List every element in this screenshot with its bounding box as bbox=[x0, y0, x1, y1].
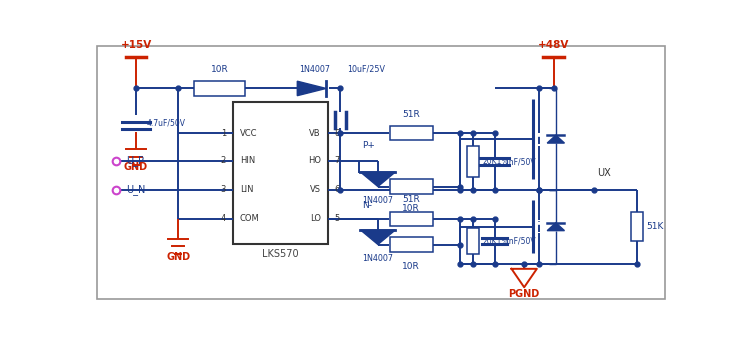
Bar bbox=[390, 212, 433, 226]
Text: 4: 4 bbox=[221, 214, 226, 223]
Bar bbox=[390, 237, 433, 252]
Text: 51R: 51R bbox=[403, 195, 421, 204]
Text: 6: 6 bbox=[334, 185, 340, 194]
Text: COM: COM bbox=[240, 214, 259, 223]
Text: HIN: HIN bbox=[240, 156, 255, 166]
Text: LKS570: LKS570 bbox=[262, 249, 299, 259]
Text: 8: 8 bbox=[334, 129, 340, 138]
Text: HO: HO bbox=[308, 156, 321, 166]
Text: 10R: 10R bbox=[403, 262, 421, 271]
Text: 2: 2 bbox=[221, 156, 226, 166]
Bar bbox=[390, 126, 433, 141]
Text: 10uF/25V: 10uF/25V bbox=[348, 65, 386, 74]
Text: LO: LO bbox=[310, 214, 321, 223]
Text: LIN: LIN bbox=[240, 185, 253, 194]
Text: 1: 1 bbox=[221, 129, 226, 138]
Text: 1N4007: 1N4007 bbox=[363, 254, 393, 263]
Bar bbox=[631, 212, 643, 241]
Text: GND: GND bbox=[166, 252, 190, 262]
Bar bbox=[467, 146, 479, 177]
Text: 1nF/50V: 1nF/50V bbox=[504, 157, 536, 166]
Polygon shape bbox=[547, 223, 565, 231]
Text: 1nF/50V: 1nF/50V bbox=[504, 237, 536, 246]
Text: +15V: +15V bbox=[120, 40, 152, 50]
Text: P+: P+ bbox=[363, 141, 375, 150]
Text: 4.7uF/50V: 4.7uF/50V bbox=[146, 118, 186, 127]
Text: N-: N- bbox=[363, 200, 372, 210]
Text: 7: 7 bbox=[334, 156, 340, 166]
Text: U_P: U_P bbox=[126, 155, 143, 166]
Text: 1N4007: 1N4007 bbox=[363, 196, 393, 206]
Text: 20K1%: 20K1% bbox=[482, 237, 509, 246]
Text: GND: GND bbox=[124, 162, 148, 172]
Text: UX: UX bbox=[597, 168, 611, 178]
Bar bbox=[390, 180, 433, 194]
Text: 51K: 51K bbox=[646, 222, 663, 231]
Text: 51R: 51R bbox=[403, 110, 421, 119]
Bar bbox=[467, 228, 479, 254]
Polygon shape bbox=[547, 135, 565, 143]
Bar bbox=[233, 102, 328, 244]
Text: 1N4007: 1N4007 bbox=[299, 65, 330, 74]
Text: U_N: U_N bbox=[126, 184, 145, 195]
Text: 3: 3 bbox=[221, 185, 226, 194]
Text: 5: 5 bbox=[334, 214, 340, 223]
Polygon shape bbox=[297, 81, 326, 96]
Text: VB: VB bbox=[309, 129, 321, 138]
Text: 10R: 10R bbox=[403, 204, 421, 213]
Text: 20K1%: 20K1% bbox=[482, 157, 509, 166]
Text: +48V: +48V bbox=[538, 40, 569, 50]
Text: VS: VS bbox=[310, 185, 321, 194]
Text: 10R: 10R bbox=[211, 65, 228, 74]
Polygon shape bbox=[360, 172, 395, 186]
Text: PGND: PGND bbox=[508, 289, 540, 299]
Text: VCC: VCC bbox=[240, 129, 257, 138]
Bar bbox=[194, 81, 245, 96]
Polygon shape bbox=[360, 230, 395, 245]
